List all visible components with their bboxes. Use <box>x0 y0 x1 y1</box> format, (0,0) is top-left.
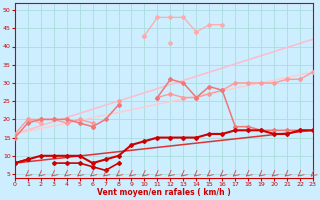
X-axis label: Vent moyen/en rafales ( km/h ): Vent moyen/en rafales ( km/h ) <box>97 188 231 197</box>
